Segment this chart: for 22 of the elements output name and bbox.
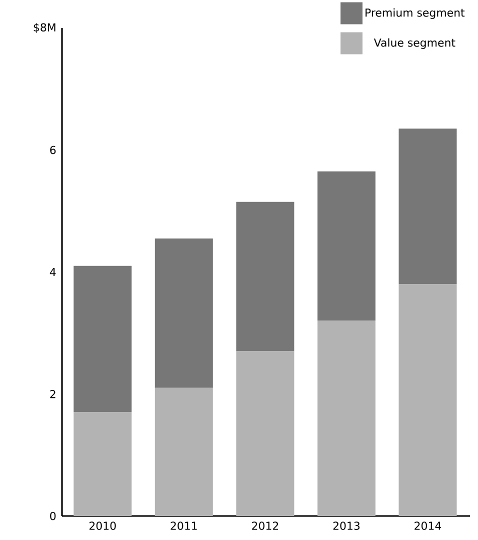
y-tick-label: 0 bbox=[50, 512, 56, 520]
bar bbox=[236, 202, 294, 352]
x-tick-label: 2010 bbox=[89, 522, 116, 530]
bar bbox=[74, 266, 132, 412]
x-tick-label: 2013 bbox=[333, 522, 360, 530]
y-tick-label: $8M bbox=[34, 23, 56, 33]
y-tick-label: 4 bbox=[50, 268, 56, 276]
bar bbox=[398, 128, 457, 284]
bar bbox=[317, 171, 376, 321]
y-tick-label: 2 bbox=[50, 390, 56, 398]
legend-label: Value segment bbox=[374, 38, 456, 49]
bar bbox=[154, 388, 213, 516]
x-tick-label: 2011 bbox=[170, 522, 197, 530]
bar bbox=[236, 351, 294, 516]
bar bbox=[154, 238, 213, 388]
x-tick-label: 2014 bbox=[414, 522, 442, 530]
bar bbox=[317, 320, 376, 516]
bar bbox=[398, 284, 457, 516]
legend-label: Premium segment bbox=[366, 8, 465, 19]
x-tick-label: 2012 bbox=[252, 522, 278, 530]
bar bbox=[74, 412, 132, 516]
y-tick-label: 6 bbox=[50, 146, 56, 154]
